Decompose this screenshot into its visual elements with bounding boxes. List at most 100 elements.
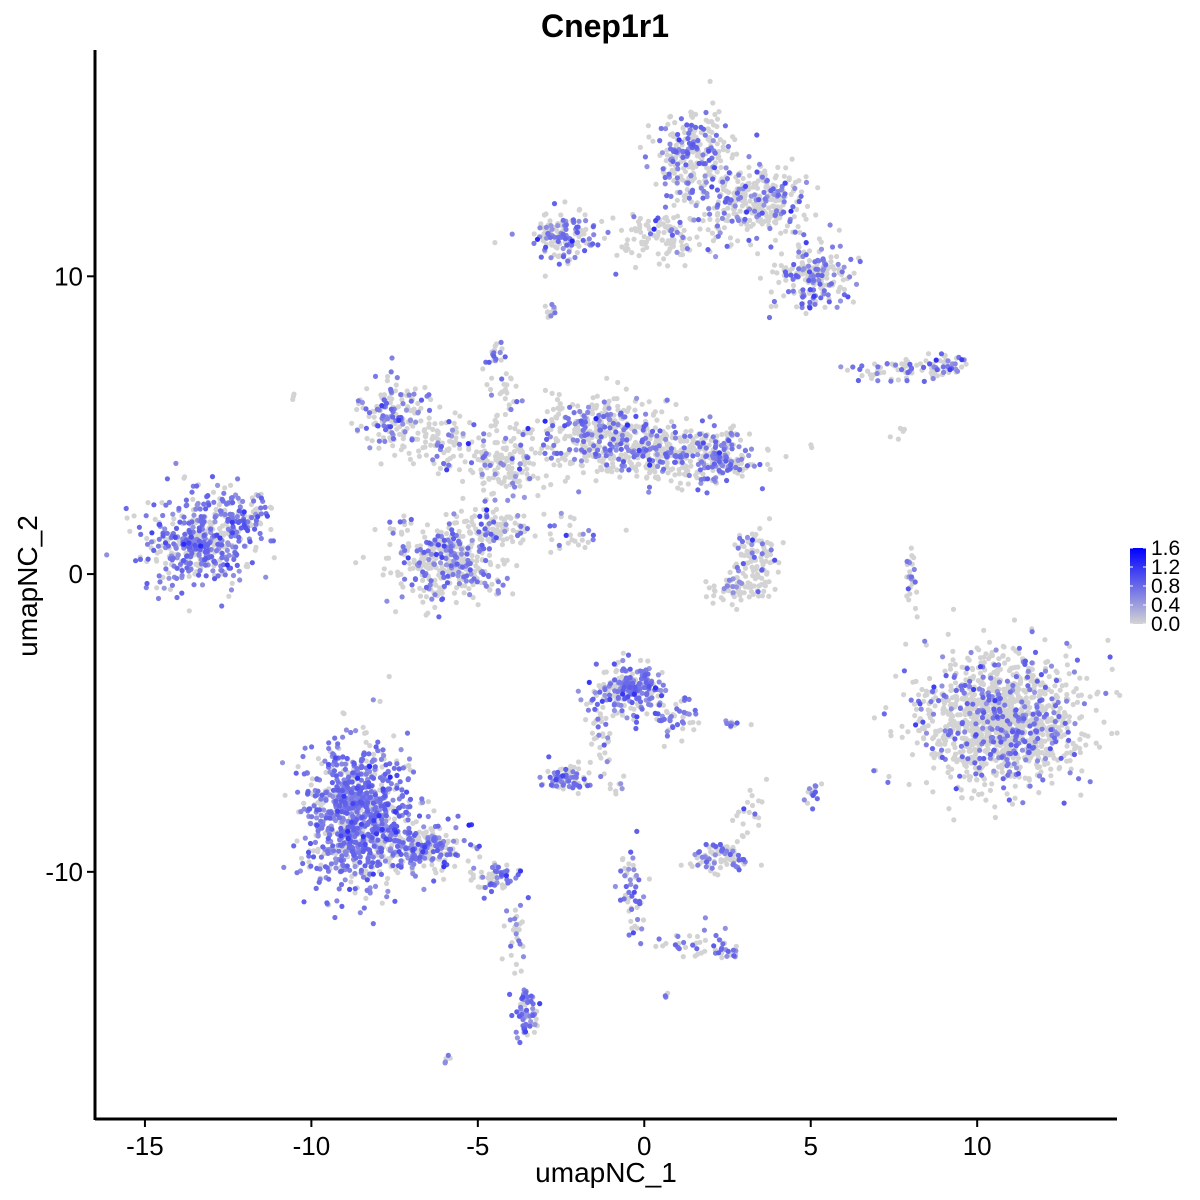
scatter-point bbox=[372, 883, 379, 890]
scatter-point bbox=[650, 138, 656, 144]
scatter-point bbox=[776, 560, 782, 566]
scatter-point bbox=[619, 786, 625, 792]
scatter-point bbox=[806, 258, 813, 264]
scatter-point bbox=[796, 178, 802, 184]
scatter-point bbox=[153, 556, 159, 563]
scatter-point bbox=[428, 442, 434, 448]
scatter-point bbox=[579, 463, 585, 469]
scatter-point bbox=[724, 432, 730, 439]
scatter-point bbox=[986, 730, 992, 737]
scatter-point bbox=[166, 570, 172, 576]
scatter-point bbox=[918, 706, 924, 712]
scatter-point bbox=[696, 179, 702, 185]
scatter-point bbox=[429, 596, 435, 602]
scatter-point bbox=[614, 467, 620, 473]
scatter-point bbox=[510, 591, 516, 597]
scatter-point bbox=[606, 405, 612, 411]
scatter-point bbox=[323, 769, 329, 776]
scatter-point bbox=[619, 467, 625, 473]
scatter-point bbox=[541, 212, 548, 218]
scatter-point bbox=[945, 631, 951, 637]
scatter-point bbox=[665, 424, 671, 430]
scatter-point bbox=[423, 594, 429, 600]
scatter-point bbox=[463, 578, 469, 584]
scatter-point bbox=[749, 541, 755, 548]
scatter-point bbox=[713, 254, 719, 260]
scatter-point bbox=[451, 511, 457, 517]
scatter-point bbox=[549, 417, 555, 423]
scatter-point bbox=[318, 862, 324, 868]
scatter-point bbox=[403, 851, 409, 858]
scatter-point bbox=[1093, 740, 1099, 746]
scatter-point bbox=[913, 706, 920, 712]
scatter-point bbox=[415, 430, 421, 436]
scatter-point bbox=[655, 672, 662, 678]
scatter-point bbox=[744, 830, 751, 836]
scatter-point bbox=[218, 530, 224, 536]
scatter-point bbox=[230, 572, 237, 579]
scatter-point bbox=[968, 649, 974, 656]
scatter-point bbox=[573, 447, 579, 453]
scatter-point bbox=[600, 731, 606, 737]
scatter-point bbox=[512, 425, 518, 432]
scatter-point bbox=[392, 388, 399, 394]
scatter-point bbox=[824, 271, 830, 277]
scatter-point bbox=[400, 421, 406, 427]
scatter-point bbox=[433, 435, 439, 441]
scatter-point bbox=[587, 759, 593, 766]
scatter-point bbox=[746, 452, 752, 459]
scatter-point bbox=[477, 884, 483, 890]
scatter-point bbox=[175, 552, 181, 558]
scatter-point bbox=[461, 519, 468, 525]
scatter-point bbox=[535, 475, 541, 481]
scatter-point bbox=[613, 447, 619, 453]
scatter-point bbox=[385, 888, 391, 895]
scatter-point bbox=[390, 443, 396, 449]
scatter-point bbox=[453, 435, 459, 441]
scatter-point bbox=[766, 205, 772, 211]
scatter-point bbox=[430, 457, 436, 463]
scatter-point bbox=[1048, 716, 1055, 722]
scatter-point bbox=[549, 390, 555, 396]
scatter-point bbox=[417, 593, 424, 599]
scatter-point bbox=[673, 701, 679, 707]
scatter-point bbox=[567, 461, 573, 467]
scatter-point bbox=[844, 367, 851, 373]
scatter-point bbox=[493, 457, 499, 463]
scatter-point bbox=[756, 815, 762, 821]
scatter-point bbox=[941, 700, 948, 706]
scatter-point bbox=[491, 490, 497, 496]
scatter-point bbox=[792, 185, 798, 191]
scatter-point bbox=[469, 514, 475, 521]
scatter-point bbox=[783, 265, 789, 271]
scatter-point bbox=[538, 221, 544, 227]
scatter-point bbox=[420, 599, 426, 605]
scatter-point bbox=[584, 701, 590, 707]
scatter-point bbox=[708, 849, 714, 855]
scatter-point bbox=[458, 453, 464, 459]
scatter-point bbox=[468, 877, 474, 883]
scatter-point bbox=[651, 411, 657, 417]
scatter-point bbox=[647, 470, 653, 476]
scatter-point bbox=[627, 877, 633, 883]
scatter-point bbox=[778, 230, 784, 236]
scatter-point bbox=[952, 661, 958, 668]
scatter-point bbox=[841, 264, 847, 270]
scatter-point bbox=[502, 884, 508, 890]
scatter-point bbox=[676, 467, 682, 473]
scatter-point bbox=[504, 557, 510, 564]
scatter-point bbox=[1057, 687, 1063, 693]
scatter-point bbox=[451, 838, 457, 844]
scatter-point bbox=[789, 156, 795, 162]
scatter-point bbox=[677, 435, 683, 441]
scatter-point bbox=[741, 590, 747, 596]
scatter-point bbox=[1055, 725, 1062, 731]
scatter-point bbox=[354, 427, 360, 433]
scatter-point bbox=[784, 223, 791, 229]
chart-title: Cnep1r1 bbox=[541, 8, 669, 44]
scatter-point bbox=[306, 859, 312, 865]
scatter-point bbox=[754, 564, 760, 570]
scatter-point bbox=[780, 540, 786, 546]
scatter-point bbox=[959, 364, 965, 370]
scatter-point bbox=[661, 229, 667, 236]
